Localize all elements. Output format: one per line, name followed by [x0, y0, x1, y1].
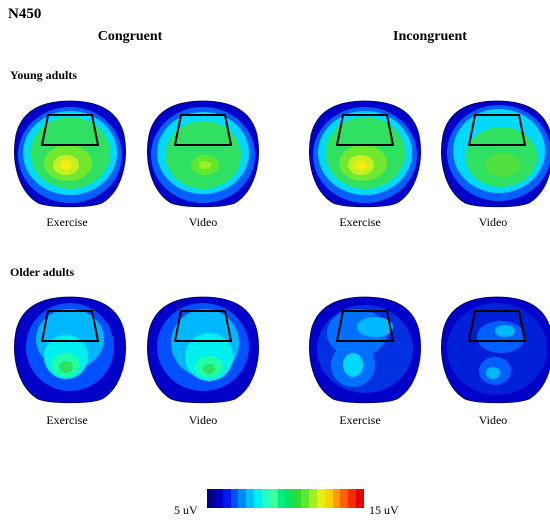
roi-box [335, 310, 395, 342]
colorbar-segment [324, 489, 333, 508]
topomap-contour [343, 353, 363, 377]
colorbar-segment [293, 489, 302, 508]
topomap-contour [485, 153, 521, 177]
column-header-incongruent: Incongruent [393, 29, 467, 44]
colorbar-segment [254, 489, 262, 508]
head-outline [441, 296, 550, 404]
colorbar-segment [356, 489, 364, 508]
topomap-contour [165, 121, 241, 189]
colorbar-segment [301, 489, 309, 508]
topomap-older-congruent-exercise [14, 296, 126, 404]
colorbar-segment [348, 489, 357, 508]
topomap-contour [495, 325, 515, 337]
caption-older-incongruent-video: Video [478, 413, 508, 427]
colorbar-segment [246, 489, 255, 508]
colorbar-segment [269, 489, 278, 508]
topomap-contour [60, 160, 72, 170]
colorbar-segment [332, 489, 341, 508]
topomap-older-incongruent-exercise [309, 296, 421, 404]
column-header-congruent: Congruent [97, 29, 163, 44]
caption-young-incongruent-video: Video [478, 215, 508, 229]
colorbar-min-label: 5 uV [174, 503, 198, 517]
roi-box [40, 114, 100, 146]
caption-older-congruent-exercise: Exercise [46, 413, 88, 427]
caption-young-congruent-exercise: Exercise [46, 215, 88, 229]
topomap-young-congruent-video [147, 100, 259, 208]
topomap-contour [59, 361, 73, 373]
colorbar-max-label: 15 uV [369, 503, 399, 517]
caption-young-congruent-video: Video [188, 215, 218, 229]
colorbar-segment [207, 489, 215, 508]
colorbar [207, 489, 364, 508]
group-label-older: Older adults [10, 265, 75, 279]
head-outline [441, 100, 550, 208]
head-outline [309, 296, 421, 404]
colorbar-segment [340, 489, 349, 508]
roi-box [173, 310, 233, 342]
topomap-contour [486, 367, 500, 379]
head-outline [14, 100, 126, 208]
topomap-contour [203, 364, 215, 374]
roi-box [173, 114, 233, 146]
roi-box [467, 114, 527, 146]
colorbar-segment [285, 489, 294, 508]
colorbar-segment [316, 489, 325, 508]
caption-young-incongruent-exercise: Exercise [339, 215, 381, 229]
roi-box [335, 114, 395, 146]
group-label-young: Young adults [10, 68, 78, 82]
roi-box [467, 310, 527, 342]
colorbar-segment [238, 489, 247, 508]
colorbar-segment [222, 489, 231, 508]
topomap-young-congruent-exercise [14, 100, 126, 208]
topomap-contour [199, 161, 211, 169]
topomap-contour [357, 317, 393, 337]
topomap-older-congruent-video [147, 296, 259, 404]
colorbar-segment [308, 489, 317, 508]
figure-title: N450 [8, 6, 42, 22]
colorbar-segment [230, 489, 239, 508]
head-outline [147, 100, 259, 208]
roi-box [40, 310, 100, 342]
head-outline [309, 100, 421, 208]
colorbar-segment [277, 489, 286, 508]
topomap-young-incongruent-exercise [309, 100, 421, 208]
head-outline [14, 296, 126, 404]
caption-older-incongruent-exercise: Exercise [339, 413, 381, 427]
topomap-young-incongruent-video [441, 100, 550, 208]
topomap-contour [355, 160, 367, 170]
colorbar-segment [261, 489, 270, 508]
colorbar-segment [214, 489, 223, 508]
caption-older-congruent-video: Video [188, 413, 218, 427]
topomap-older-incongruent-video [441, 296, 550, 404]
head-outline [147, 296, 259, 404]
